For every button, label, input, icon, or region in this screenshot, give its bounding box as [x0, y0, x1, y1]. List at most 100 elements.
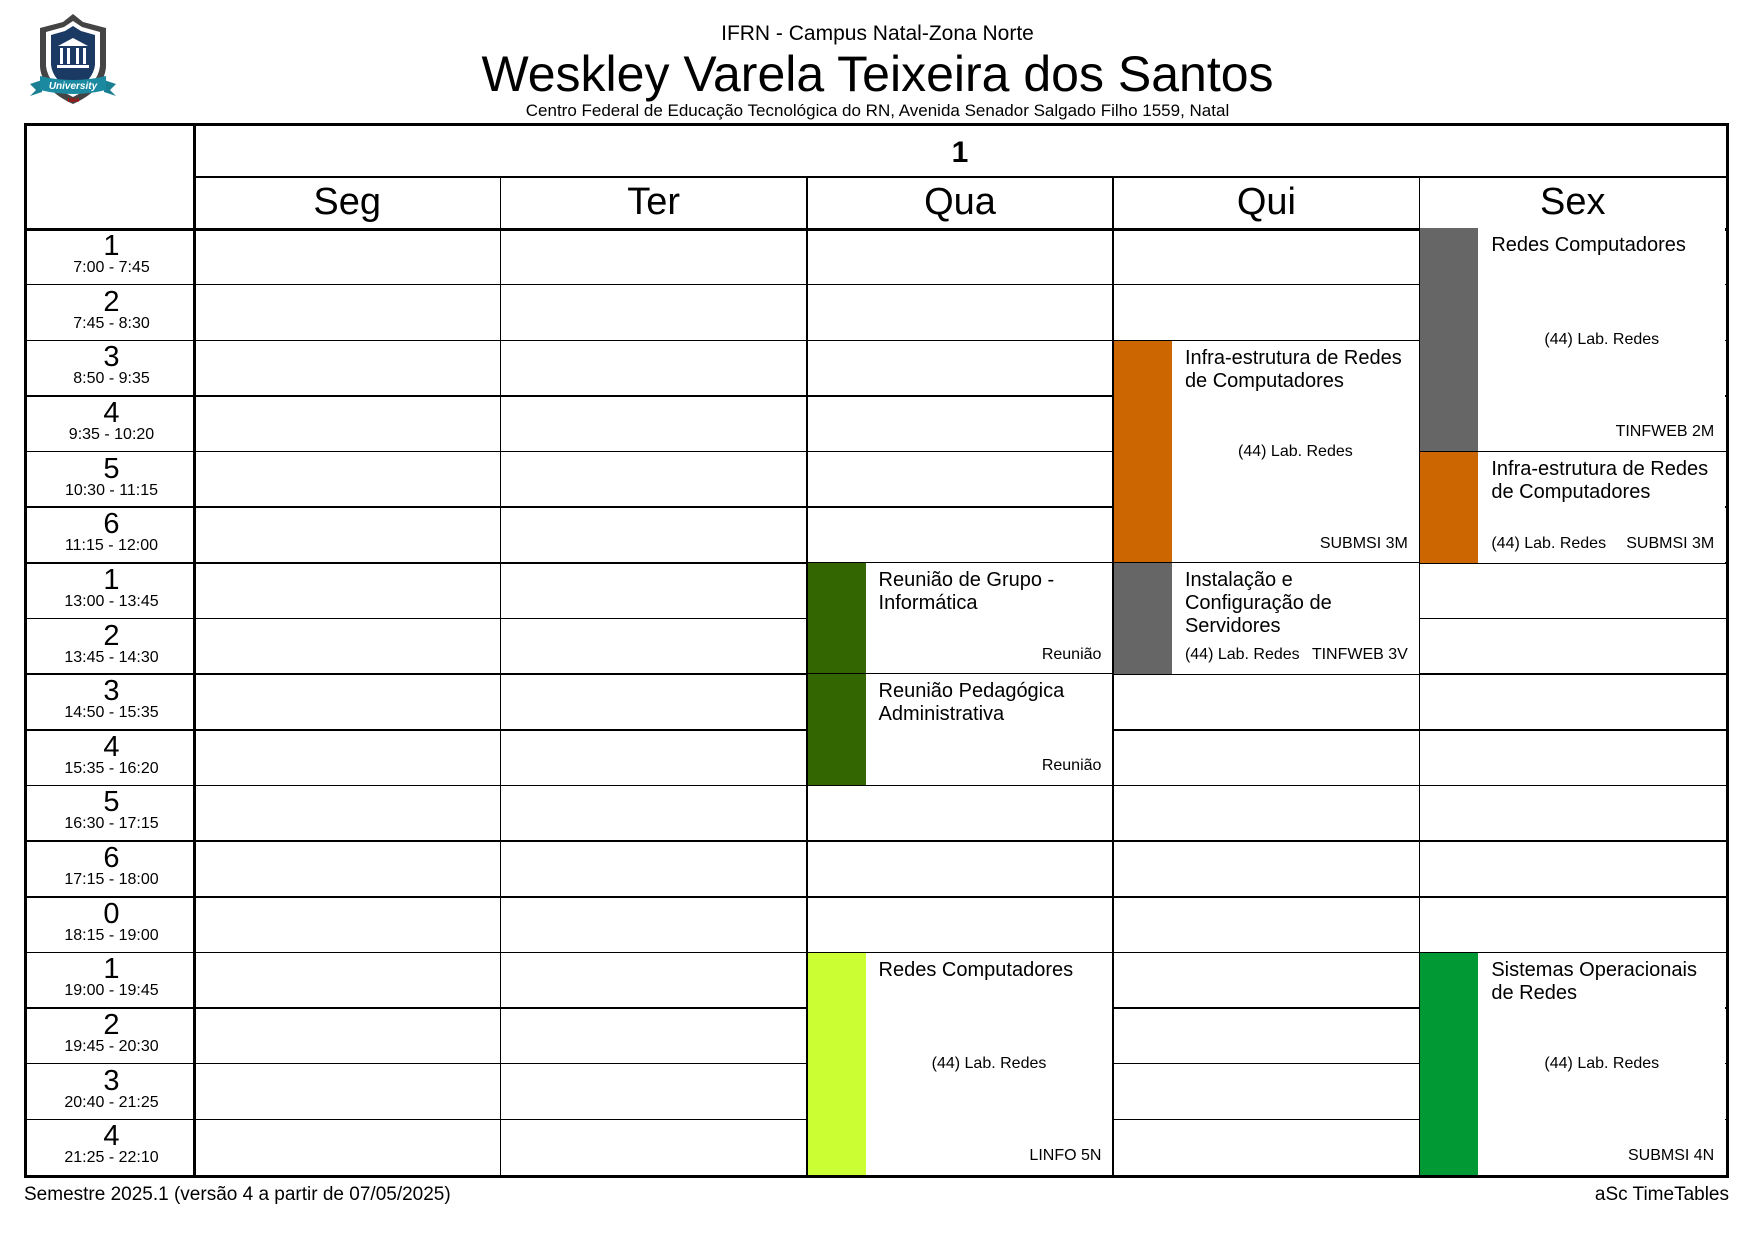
period-number: 1: [103, 230, 120, 262]
period-time: 7:45 - 8:30: [73, 314, 150, 332]
period-number: 1: [103, 563, 120, 596]
day-column-divider: [806, 176, 808, 1175]
day-header-qua: Qua: [924, 181, 996, 223]
lesson-body: Reunião de Grupo - Informática Reunião: [866, 563, 1113, 674]
lesson-card[interactable]: Redes Computadores (44) Lab. Redes LINFO 5…: [807, 951, 1113, 1175]
svg-text:1864: 1864: [67, 98, 79, 104]
lesson-card[interactable]: Sistemas Operacionais de Redes (44) Lab. …: [1420, 951, 1726, 1175]
lesson-card[interactable]: Instalação e Configuração de Servidores (…: [1113, 562, 1419, 674]
period-time: 17:15 - 18:00: [64, 871, 159, 889]
period-number: 5: [103, 452, 120, 485]
lesson-class: SUBMSI 3M: [1319, 534, 1408, 552]
lesson-room: (44) Lab. Redes: [1238, 442, 1353, 460]
university-logo: University 1864: [28, 12, 118, 112]
lesson-subject: Infra-estrutura de Redes de Computadores: [1184, 346, 1402, 392]
subject-color-bar: [807, 674, 866, 786]
period-label: 4 9:35 - 10:20: [27, 396, 196, 452]
lesson-subject: Instalação e Configuração de Servidores: [1184, 569, 1332, 638]
period-label: 1 19:00 - 19:45: [27, 952, 196, 1008]
period-label: 1 13:00 - 13:45: [27, 563, 196, 619]
lesson-class: LINFO 5N: [1029, 1146, 1102, 1164]
period-time: 19:00 - 19:45: [64, 982, 159, 1000]
subject-color-bar: [1113, 563, 1172, 674]
lesson-subject: Sistemas Operacionais de Redes: [1491, 958, 1697, 1004]
lesson-body: Reunião Pedagógica Administrativa Reunião: [866, 674, 1113, 785]
day-column-divider: [499, 176, 502, 1175]
lesson-card[interactable]: Redes Computadores (44) Lab. Redes TINFWEB…: [1420, 228, 1726, 452]
subject-color-bar: [1420, 952, 1479, 1175]
period-label: 6 17:15 - 18:00: [27, 841, 196, 897]
lesson-room: (44) Lab. Redes: [1544, 1054, 1660, 1072]
period-time: 9:35 - 10:20: [68, 425, 155, 443]
period-number: 2: [103, 1009, 120, 1042]
period-time: 21:25 - 22:10: [64, 1149, 159, 1167]
period-number: 6: [103, 508, 120, 541]
teacher-name: Weskley Varela Teixeira dos Santos: [481, 46, 1274, 102]
semester-note: Semestre 2025.1 (versão 4 a partir de 07…: [24, 1184, 451, 1205]
period-label: 5 10:30 - 11:15: [27, 452, 196, 508]
period-number: 3: [103, 675, 120, 708]
lesson-subject: Redes Computadores: [878, 958, 1074, 981]
period-label: 2 7:45 - 8:30: [27, 285, 196, 341]
row-divider: [27, 784, 1726, 787]
lesson-card[interactable]: Infra-estrutura de Redes de Computadores…: [1420, 450, 1726, 563]
period-label: 3 8:50 - 9:35: [27, 340, 196, 396]
lesson-body: Infra-estrutura de Redes de Computadores…: [1478, 452, 1725, 563]
lesson-class: TINFWEB 3V: [1311, 645, 1408, 663]
period-label: 6 11:15 - 12:00: [27, 507, 196, 563]
lesson-room: (44) Lab. Redes: [1184, 645, 1300, 663]
day-header-ter: Ter: [627, 181, 680, 223]
period-label: 2 19:45 - 20:30: [27, 1008, 196, 1064]
day-header-qui: Qui: [1236, 181, 1296, 223]
period-time: 15:35 - 16:20: [64, 759, 159, 777]
lesson-subject: Redes Computadores: [1491, 234, 1686, 257]
period-number: 6: [103, 842, 120, 875]
subject-color-bar: [1420, 451, 1479, 563]
period-label: 0 18:15 - 19:00: [27, 897, 196, 953]
period-number: 0: [103, 897, 120, 930]
period-number: 4: [103, 1120, 120, 1153]
lesson-room: (44) Lab. Redes: [931, 1054, 1047, 1072]
school-name: IFRN - Campus Natal-Zona Norte: [721, 22, 1034, 45]
period-number: 4: [103, 730, 120, 763]
period-number: 2: [103, 619, 120, 652]
period-time: 11:15 - 12:00: [64, 537, 159, 555]
lesson-class: Reunião: [1041, 757, 1102, 775]
svg-text:University: University: [49, 81, 98, 92]
row-divider: [27, 283, 1726, 286]
school-address: Centro Federal de Educação Tecnológica d…: [525, 101, 1230, 120]
lesson-card[interactable]: Infra-estrutura de Redes de Computadores…: [1113, 339, 1419, 563]
period-number: 1: [103, 953, 120, 986]
day-column-divider: [1112, 176, 1114, 1175]
subject-color-bar: [807, 952, 866, 1175]
lesson-subject: Reunião Pedagógica Administrativa: [878, 680, 1065, 726]
lesson-card[interactable]: Reunião Pedagógica Administrativa Reunião: [807, 673, 1113, 786]
day-column-divider: [1418, 176, 1421, 1175]
row-divider: [27, 896, 1726, 898]
period-number: 4: [103, 396, 120, 429]
period-label: 3 14:50 - 15:35: [27, 674, 196, 730]
lesson-card[interactable]: Reunião de Grupo - Informática Reunião: [807, 562, 1113, 674]
row-divider: [27, 450, 1726, 453]
lesson-class: SUBMSI 4N: [1627, 1146, 1715, 1164]
period-number: 5: [103, 786, 120, 819]
lesson-class: SUBMSI 3M: [1626, 534, 1715, 552]
period-label: 3 20:40 - 21:25: [27, 1064, 196, 1120]
lesson-class: Reunião: [1041, 645, 1102, 663]
row-divider: [27, 339, 1726, 342]
subject-color-bar: [807, 563, 866, 674]
day-header-seg: Seg: [313, 181, 381, 223]
row-divider: [27, 506, 1726, 508]
lesson-body: Sistemas Operacionais de Redes (44) Lab. …: [1478, 953, 1725, 1175]
timetable-grid: 1 Seg Ter Qua Qui Sex 1 7:00 - 7:45 2 7:45 - 8:30…: [24, 123, 1729, 1178]
subject-color-bar: [1420, 228, 1479, 452]
lesson-body: Infra-estrutura de Redes de Computadores…: [1172, 341, 1419, 563]
lesson-room: (44) Lab. Redes: [1544, 330, 1660, 348]
period-time: 20:40 - 21:25: [64, 1093, 159, 1111]
subject-color-bar: [1113, 340, 1172, 563]
header-divider: [194, 176, 1726, 178]
period-time: 18:15 - 19:00: [64, 926, 159, 944]
period-time: 19:45 - 20:30: [64, 1038, 159, 1056]
lesson-body: Redes Computadores (44) Lab. Redes LINFO 5…: [866, 953, 1113, 1175]
period-label: 5 16:30 - 17:15: [27, 785, 196, 841]
